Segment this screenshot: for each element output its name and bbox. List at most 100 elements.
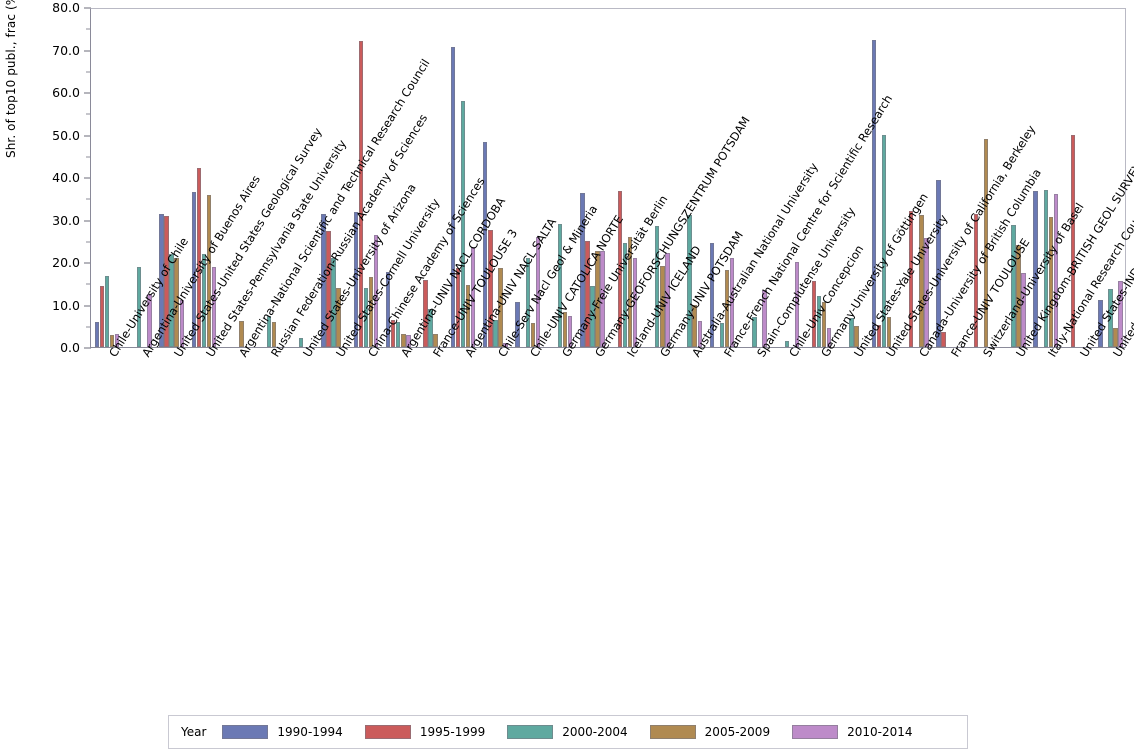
legend-entry[interactable]: 1990-1994 xyxy=(222,725,343,739)
y-tick-mark xyxy=(84,347,91,349)
bar xyxy=(470,247,476,347)
bar xyxy=(401,334,406,347)
bar xyxy=(515,301,520,347)
bar xyxy=(854,325,859,347)
bar xyxy=(580,193,585,347)
y-tick-mark xyxy=(84,50,91,51)
bar xyxy=(164,215,169,347)
legend-swatch xyxy=(222,725,269,739)
bar xyxy=(886,316,892,347)
bar xyxy=(94,322,99,347)
y-tick-minor-mark xyxy=(86,283,91,285)
legend-entry[interactable]: 2010-2014 xyxy=(792,725,913,739)
legend-swatch xyxy=(507,725,554,739)
bar xyxy=(396,321,401,347)
bar xyxy=(924,238,929,347)
y-tick-mark xyxy=(84,135,91,136)
bar xyxy=(1011,225,1016,347)
y-tick-minor-mark xyxy=(86,241,91,243)
bar xyxy=(239,321,244,347)
bar xyxy=(460,100,466,347)
bar xyxy=(622,242,628,347)
bar xyxy=(1108,288,1113,347)
bar xyxy=(191,192,197,347)
bar xyxy=(941,332,946,347)
bar xyxy=(137,267,142,347)
y-tick-label: 70.0 xyxy=(52,42,80,58)
bar xyxy=(109,334,115,347)
bar xyxy=(1118,280,1123,347)
bar xyxy=(455,268,461,347)
y-tick-mark xyxy=(84,92,91,94)
bar xyxy=(525,258,530,347)
bar xyxy=(821,302,827,347)
bar xyxy=(655,226,660,347)
legend-entry[interactable]: 2000-2004 xyxy=(507,725,628,739)
bar xyxy=(816,296,822,347)
bar xyxy=(390,320,396,347)
bar xyxy=(1113,328,1118,347)
bar xyxy=(373,235,379,347)
bar xyxy=(724,269,730,347)
y-tick-label: 40.0 xyxy=(52,169,80,185)
legend: Year 1990-1994 1995-1999 2000-2004 2005-200… xyxy=(168,715,968,749)
bar xyxy=(428,309,433,347)
bar xyxy=(353,211,358,347)
bar xyxy=(692,304,697,347)
legend-entry[interactable]: 2005-2009 xyxy=(649,725,771,739)
bar xyxy=(196,167,202,347)
bar xyxy=(752,317,757,347)
bars-layer xyxy=(91,9,1125,347)
bar xyxy=(465,285,471,347)
y-tick-minor-mark xyxy=(86,28,91,30)
bar xyxy=(665,252,670,347)
bar xyxy=(595,251,600,347)
bar xyxy=(206,194,212,347)
bar xyxy=(114,334,120,347)
bar xyxy=(1053,194,1059,347)
bar xyxy=(503,342,508,347)
y-tick-minor-mark xyxy=(86,156,91,158)
bar xyxy=(908,210,914,347)
legend-title: Year xyxy=(181,725,207,739)
bar xyxy=(530,323,536,347)
y-tick-mark xyxy=(84,305,91,306)
bar xyxy=(104,276,110,347)
bar xyxy=(488,229,493,347)
bar xyxy=(973,214,979,347)
bar xyxy=(498,268,503,347)
bar xyxy=(211,266,217,347)
y-tick-label: 0.0 xyxy=(60,339,80,355)
legend-swatch xyxy=(649,725,696,739)
y-tick-mark xyxy=(84,7,91,9)
bar xyxy=(585,241,590,347)
y-tick-mark xyxy=(84,177,91,179)
bar xyxy=(881,134,887,347)
x-axis-labels: Chile-University of Chile Argentina-Unive… xyxy=(90,56,1134,688)
legend-swatch xyxy=(792,725,839,739)
legend-label: 2005-2009 xyxy=(704,725,771,739)
y-tick-minor-mark xyxy=(86,71,91,73)
legend-swatch xyxy=(364,725,411,739)
bar xyxy=(321,213,326,347)
y-tick-label: 80.0 xyxy=(52,0,80,15)
legend-entries: 1990-1994 1995-1999 2000-2004 2005-2009 2010… xyxy=(222,725,934,739)
bar xyxy=(147,294,152,347)
bar xyxy=(1021,272,1026,347)
bar xyxy=(159,214,164,347)
bar xyxy=(811,280,817,347)
bar xyxy=(433,333,438,347)
legend-entry[interactable]: 1995-1999 xyxy=(364,725,485,739)
bar xyxy=(450,47,456,347)
bar xyxy=(326,230,331,347)
bar xyxy=(1016,245,1021,347)
bar xyxy=(358,41,364,347)
bar xyxy=(169,253,174,347)
bar xyxy=(794,262,800,347)
bar xyxy=(697,320,702,347)
y-tick-minor-mark xyxy=(86,198,91,200)
bar xyxy=(385,272,391,347)
bar xyxy=(600,251,605,347)
bar xyxy=(99,285,105,347)
